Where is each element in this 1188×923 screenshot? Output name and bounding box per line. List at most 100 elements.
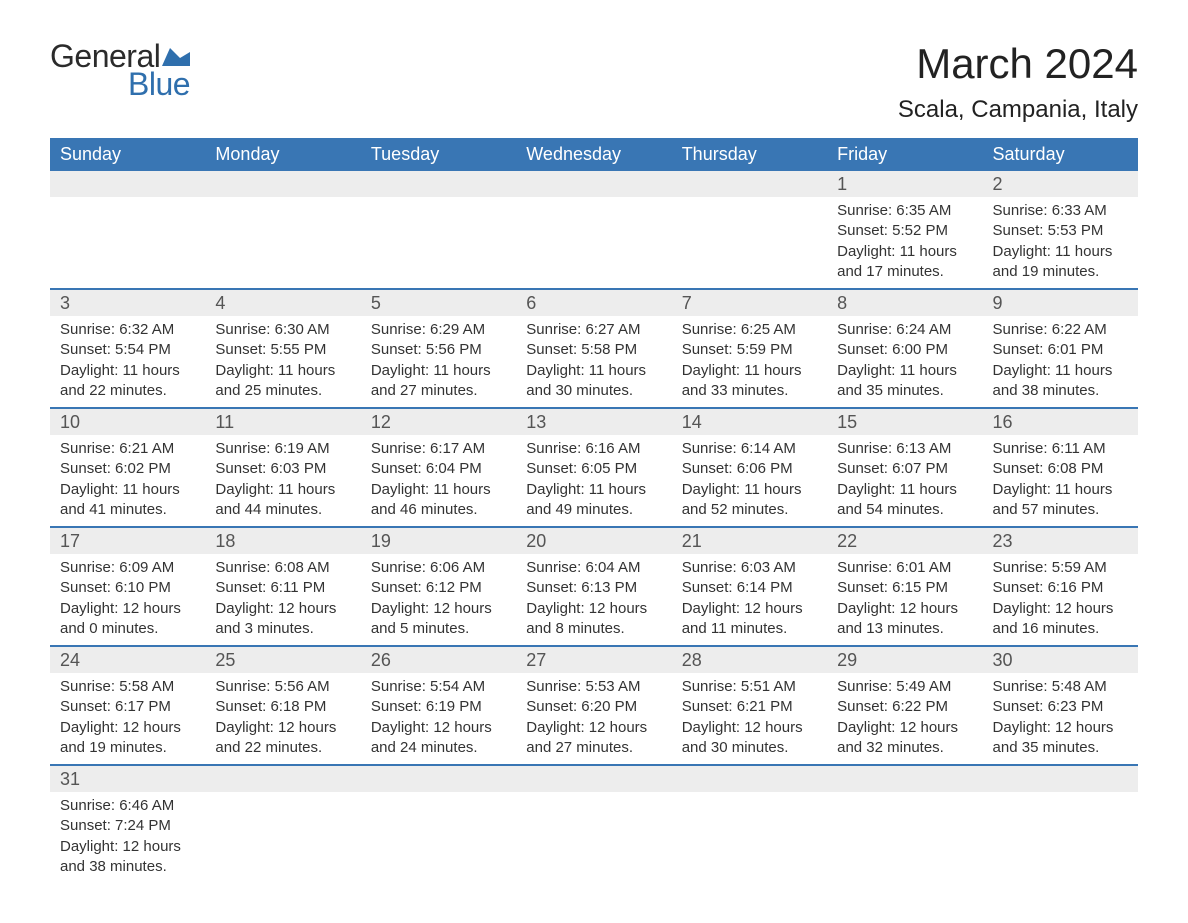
flag-icon <box>162 44 190 70</box>
day-number <box>827 766 982 792</box>
week-row: 3Sunrise: 6:32 AMSunset: 5:54 PMDaylight… <box>50 289 1138 408</box>
day-sunset: Sunset: 6:23 PM <box>993 697 1128 717</box>
day-sunset: Sunset: 6:19 PM <box>371 697 506 717</box>
day-number <box>983 766 1138 792</box>
day-sunset: Sunset: 5:53 PM <box>993 221 1128 241</box>
day-number: 27 <box>516 647 671 673</box>
day-sunset: Sunset: 5:59 PM <box>682 340 817 360</box>
day-sunset: Sunset: 6:18 PM <box>215 697 350 717</box>
day-daylight2: and 17 minutes. <box>837 262 972 282</box>
day-daylight2: and 44 minutes. <box>215 500 350 520</box>
day-number: 2 <box>983 171 1138 197</box>
day-number <box>672 766 827 792</box>
day-number: 10 <box>50 409 205 435</box>
day-number <box>361 766 516 792</box>
calendar-cell <box>827 765 982 883</box>
day-number: 25 <box>205 647 360 673</box>
day-number: 8 <box>827 290 982 316</box>
calendar-cell <box>50 171 205 289</box>
day-number: 9 <box>983 290 1138 316</box>
title-block: March 2024 Scala, Campania, Italy <box>898 40 1138 124</box>
calendar-cell: 11Sunrise: 6:19 AMSunset: 6:03 PMDayligh… <box>205 408 360 527</box>
day-daylight2: and 24 minutes. <box>371 738 506 758</box>
day-sunset: Sunset: 6:16 PM <box>993 578 1128 598</box>
calendar-cell: 27Sunrise: 5:53 AMSunset: 6:20 PMDayligh… <box>516 646 671 765</box>
day-data: Sunrise: 6:06 AMSunset: 6:12 PMDaylight:… <box>361 554 516 645</box>
day-data: Sunrise: 6:35 AMSunset: 5:52 PMDaylight:… <box>827 197 982 288</box>
day-number: 11 <box>205 409 360 435</box>
day-sunrise: Sunrise: 6:08 AM <box>215 558 350 578</box>
calendar-cell: 19Sunrise: 6:06 AMSunset: 6:12 PMDayligh… <box>361 527 516 646</box>
day-daylight1: Daylight: 12 hours <box>682 599 817 619</box>
day-sunset: Sunset: 5:58 PM <box>526 340 661 360</box>
calendar-cell: 12Sunrise: 6:17 AMSunset: 6:04 PMDayligh… <box>361 408 516 527</box>
calendar-table: SundayMondayTuesdayWednesdayThursdayFrid… <box>50 138 1138 883</box>
day-number: 4 <box>205 290 360 316</box>
day-daylight1: Daylight: 12 hours <box>837 718 972 738</box>
day-daylight1: Daylight: 12 hours <box>526 718 661 738</box>
day-daylight1: Daylight: 12 hours <box>215 718 350 738</box>
day-header: Monday <box>205 138 360 171</box>
calendar-cell: 10Sunrise: 6:21 AMSunset: 6:02 PMDayligh… <box>50 408 205 527</box>
day-number: 26 <box>361 647 516 673</box>
day-daylight1: Daylight: 11 hours <box>526 361 661 381</box>
day-data: Sunrise: 6:09 AMSunset: 6:10 PMDaylight:… <box>50 554 205 645</box>
day-sunrise: Sunrise: 6:01 AM <box>837 558 972 578</box>
day-sunrise: Sunrise: 6:46 AM <box>60 796 195 816</box>
day-sunrise: Sunrise: 6:32 AM <box>60 320 195 340</box>
day-data: Sunrise: 5:59 AMSunset: 6:16 PMDaylight:… <box>983 554 1138 645</box>
calendar-cell: 18Sunrise: 6:08 AMSunset: 6:11 PMDayligh… <box>205 527 360 646</box>
day-daylight2: and 54 minutes. <box>837 500 972 520</box>
day-number <box>516 766 671 792</box>
day-data: Sunrise: 6:01 AMSunset: 6:15 PMDaylight:… <box>827 554 982 645</box>
day-daylight2: and 13 minutes. <box>837 619 972 639</box>
day-sunrise: Sunrise: 6:24 AM <box>837 320 972 340</box>
calendar-cell: 1Sunrise: 6:35 AMSunset: 5:52 PMDaylight… <box>827 171 982 289</box>
day-sunrise: Sunrise: 6:11 AM <box>993 439 1128 459</box>
day-daylight2: and 11 minutes. <box>682 619 817 639</box>
calendar-cell: 30Sunrise: 5:48 AMSunset: 6:23 PMDayligh… <box>983 646 1138 765</box>
day-number: 20 <box>516 528 671 554</box>
calendar-cell: 4Sunrise: 6:30 AMSunset: 5:55 PMDaylight… <box>205 289 360 408</box>
day-sunrise: Sunrise: 6:06 AM <box>371 558 506 578</box>
day-data <box>516 792 671 822</box>
day-number: 7 <box>672 290 827 316</box>
day-daylight2: and 38 minutes. <box>60 857 195 877</box>
calendar-cell <box>672 765 827 883</box>
day-number: 12 <box>361 409 516 435</box>
day-daylight2: and 8 minutes. <box>526 619 661 639</box>
calendar-cell: 3Sunrise: 6:32 AMSunset: 5:54 PMDaylight… <box>50 289 205 408</box>
day-sunrise: Sunrise: 5:58 AM <box>60 677 195 697</box>
calendar-cell: 8Sunrise: 6:24 AMSunset: 6:00 PMDaylight… <box>827 289 982 408</box>
calendar-cell: 26Sunrise: 5:54 AMSunset: 6:19 PMDayligh… <box>361 646 516 765</box>
day-daylight1: Daylight: 11 hours <box>993 480 1128 500</box>
day-daylight2: and 49 minutes. <box>526 500 661 520</box>
day-sunset: Sunset: 5:54 PM <box>60 340 195 360</box>
day-data: Sunrise: 6:24 AMSunset: 6:00 PMDaylight:… <box>827 316 982 407</box>
calendar-cell <box>205 765 360 883</box>
day-daylight2: and 32 minutes. <box>837 738 972 758</box>
day-number <box>672 171 827 197</box>
day-daylight1: Daylight: 12 hours <box>526 599 661 619</box>
calendar-cell: 16Sunrise: 6:11 AMSunset: 6:08 PMDayligh… <box>983 408 1138 527</box>
day-data: Sunrise: 6:46 AMSunset: 7:24 PMDaylight:… <box>50 792 205 883</box>
day-data: Sunrise: 5:56 AMSunset: 6:18 PMDaylight:… <box>205 673 360 764</box>
calendar-head: SundayMondayTuesdayWednesdayThursdayFrid… <box>50 138 1138 171</box>
day-daylight1: Daylight: 12 hours <box>837 599 972 619</box>
day-data <box>672 197 827 227</box>
day-data <box>672 792 827 822</box>
day-data: Sunrise: 6:11 AMSunset: 6:08 PMDaylight:… <box>983 435 1138 526</box>
page-header: General Blue March 2024 Scala, Campania,… <box>50 40 1138 124</box>
day-sunrise: Sunrise: 6:04 AM <box>526 558 661 578</box>
day-sunset: Sunset: 6:21 PM <box>682 697 817 717</box>
day-number: 5 <box>361 290 516 316</box>
week-row: 1Sunrise: 6:35 AMSunset: 5:52 PMDaylight… <box>50 171 1138 289</box>
day-data: Sunrise: 5:54 AMSunset: 6:19 PMDaylight:… <box>361 673 516 764</box>
calendar-cell <box>516 171 671 289</box>
day-data: Sunrise: 6:13 AMSunset: 6:07 PMDaylight:… <box>827 435 982 526</box>
day-daylight1: Daylight: 12 hours <box>993 599 1128 619</box>
day-daylight1: Daylight: 12 hours <box>60 718 195 738</box>
day-sunset: Sunset: 6:07 PM <box>837 459 972 479</box>
day-daylight2: and 33 minutes. <box>682 381 817 401</box>
day-daylight2: and 35 minutes. <box>837 381 972 401</box>
